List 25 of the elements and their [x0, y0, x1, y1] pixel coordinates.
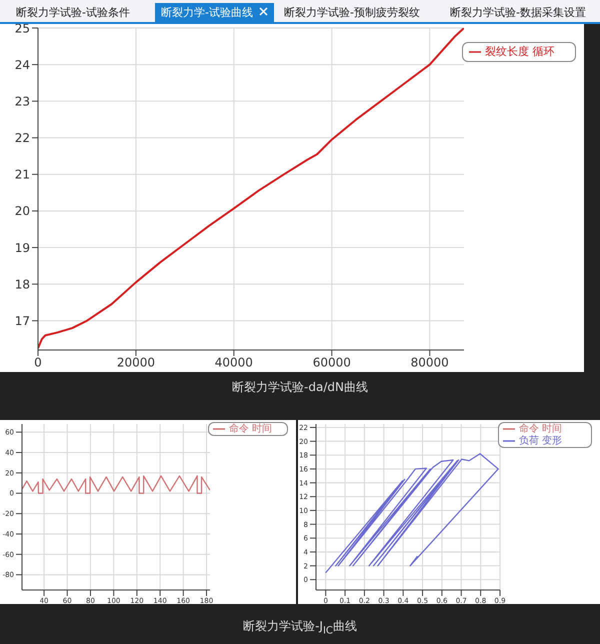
y-tick-label: 20 — [14, 204, 30, 218]
y-tick-label: 23 — [14, 94, 30, 108]
x-tick-label: 20000 — [116, 356, 156, 370]
line-series — [22, 475, 210, 494]
text: 断裂力学试验-数据采集设置 — [450, 6, 586, 19]
x-tick-label: 40000 — [214, 356, 253, 370]
line-series — [325, 453, 499, 574]
x-tick-label: 80000 — [410, 356, 449, 370]
text: 断裂力学试验-预制疲劳裂纹 — [284, 6, 420, 19]
y-tick-label: 24 — [14, 58, 30, 72]
x-tick-label: 0 — [34, 356, 42, 370]
legend-label: 裂纹长度 循环 — [485, 45, 554, 58]
text: 断裂力学试验-J$_{IC}$曲线 — [242, 618, 358, 636]
y-tick-label: 17 — [14, 314, 30, 328]
text: 断裂力学试验-da/dN曲线 — [231, 379, 369, 396]
y-tick-label: 22 — [14, 131, 30, 146]
text: 断裂力学试验-试验条件 — [16, 6, 130, 19]
y-tick-label: 19 — [14, 240, 30, 255]
legend-label: 负荷 变形 — [519, 436, 562, 447]
text: 断裂力学-试验曲线 — [161, 6, 253, 19]
y-tick-label: 21 — [14, 168, 30, 182]
y-tick-label: 18 — [14, 277, 30, 292]
x-tick-label: 60000 — [312, 356, 351, 370]
legend-label: 命令 时间 — [229, 424, 272, 435]
legend-label: 命令 时间 — [519, 424, 562, 435]
